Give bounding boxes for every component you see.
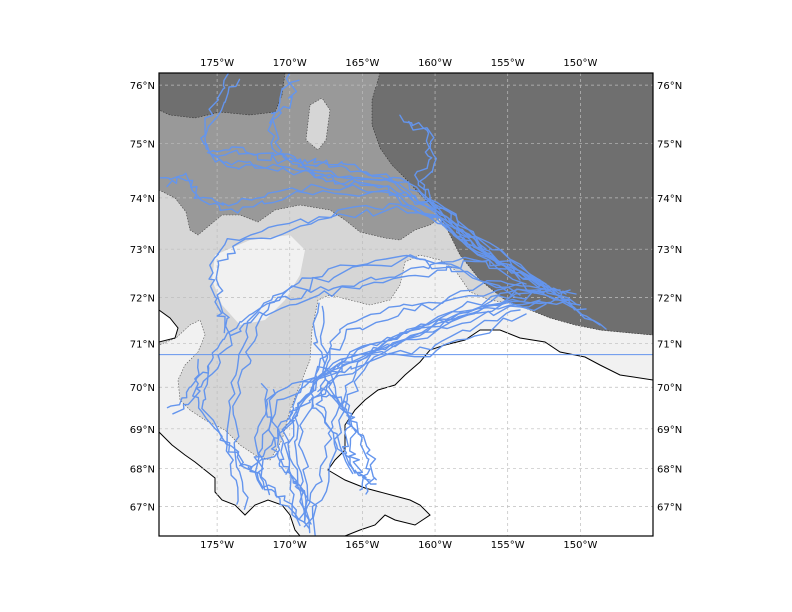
- drifter-track: [319, 305, 377, 495]
- drifter-track: [272, 79, 527, 285]
- drifter-track: [260, 383, 307, 521]
- drifter-track: [212, 149, 487, 250]
- lat-tick-label-left: 69°N: [130, 425, 155, 436]
- lon-tick-label-top: 155°W: [491, 58, 525, 69]
- map-plot-area: [159, 73, 653, 536]
- drifter-track: [258, 303, 547, 496]
- drifter-track: [315, 281, 567, 475]
- lon-tick-label-bottom: 155°W: [491, 540, 525, 551]
- drifter-track: [321, 393, 377, 485]
- graticule: [159, 73, 653, 536]
- lon-tick-label-top: 175°W: [200, 58, 234, 69]
- alaska-land: [327, 329, 653, 536]
- lat-tick-label-left: 67°N: [130, 503, 155, 514]
- lat-tick-label-right: 68°N: [657, 465, 682, 476]
- lat-tick-label-left: 71°N: [130, 340, 155, 351]
- lon-tick-label-bottom: 150°W: [563, 540, 597, 551]
- axis-tick-labels: 175°W 175°W 170°W 170°W 165°W 165°W 160°W 160°W…: [130, 58, 682, 551]
- drifter-track: [166, 256, 501, 409]
- lat-tick-label-right: 74°N: [657, 194, 682, 205]
- lon-tick-label-bottom: 165°W: [345, 540, 379, 551]
- lat-tick-label-left: 72°N: [130, 294, 155, 305]
- lon-tick-label-top: 160°W: [418, 58, 452, 69]
- lat-tick-label-right: 67°N: [657, 503, 682, 514]
- lat-tick-label-left: 73°N: [130, 245, 155, 256]
- drifter-track: [172, 260, 507, 415]
- lat-tick-label-right: 71°N: [657, 340, 682, 351]
- drifter-track: [407, 120, 557, 295]
- drifter-tracks: [159, 73, 607, 536]
- drifter-track: [297, 300, 607, 536]
- sea-ice-dark-nw: [159, 73, 286, 119]
- drifter-track: [200, 73, 541, 281]
- lat-tick-label-left: 76°N: [130, 81, 155, 92]
- lat-tick-label-right: 70°N: [657, 383, 682, 394]
- drifter-track: [209, 146, 481, 246]
- drifter-track: [309, 280, 561, 470]
- lat-tick-label-right: 76°N: [657, 81, 682, 92]
- drifter-track: [317, 387, 371, 481]
- drifter-track: [256, 313, 527, 474]
- lon-tick-label-bottom: 175°W: [200, 540, 234, 551]
- lat-tick-label-right: 75°N: [657, 139, 682, 150]
- lon-tick-label-bottom: 170°W: [273, 540, 307, 551]
- drifter-track: [201, 365, 307, 525]
- drifter-track: [254, 299, 541, 490]
- drifter-track: [287, 290, 577, 529]
- drifter-track: [281, 288, 571, 527]
- lon-tick-label-bottom: 160°W: [418, 540, 452, 551]
- lat-tick-label-left: 68°N: [130, 465, 155, 476]
- lat-tick-label-right: 73°N: [657, 245, 682, 256]
- sea-ice-dark: [371, 73, 653, 336]
- drifter-track: [204, 78, 547, 285]
- lat-tick-label-left: 75°N: [130, 139, 155, 150]
- lat-tick-label-right: 69°N: [657, 425, 682, 436]
- map-frame: [158, 72, 654, 537]
- drifter-track: [192, 358, 301, 521]
- drifter-track: [303, 291, 587, 528]
- chukotka-land: [159, 431, 301, 536]
- lon-tick-label-top: 170°W: [273, 58, 307, 69]
- sea-ice-light-strip: [305, 97, 331, 151]
- drifter-track: [208, 202, 541, 334]
- lat-tick-label-left: 74°N: [130, 194, 155, 205]
- lat-tick-label-left: 70°N: [130, 383, 155, 394]
- lon-tick-label-top: 150°W: [563, 58, 597, 69]
- drifter-track: [268, 389, 312, 525]
- drifter-track: [232, 254, 527, 510]
- wrangel-land: [159, 309, 179, 343]
- lon-tick-label-top: 165°W: [345, 58, 379, 69]
- lat-tick-label-right: 72°N: [657, 294, 682, 305]
- open-water-patch: [212, 235, 305, 325]
